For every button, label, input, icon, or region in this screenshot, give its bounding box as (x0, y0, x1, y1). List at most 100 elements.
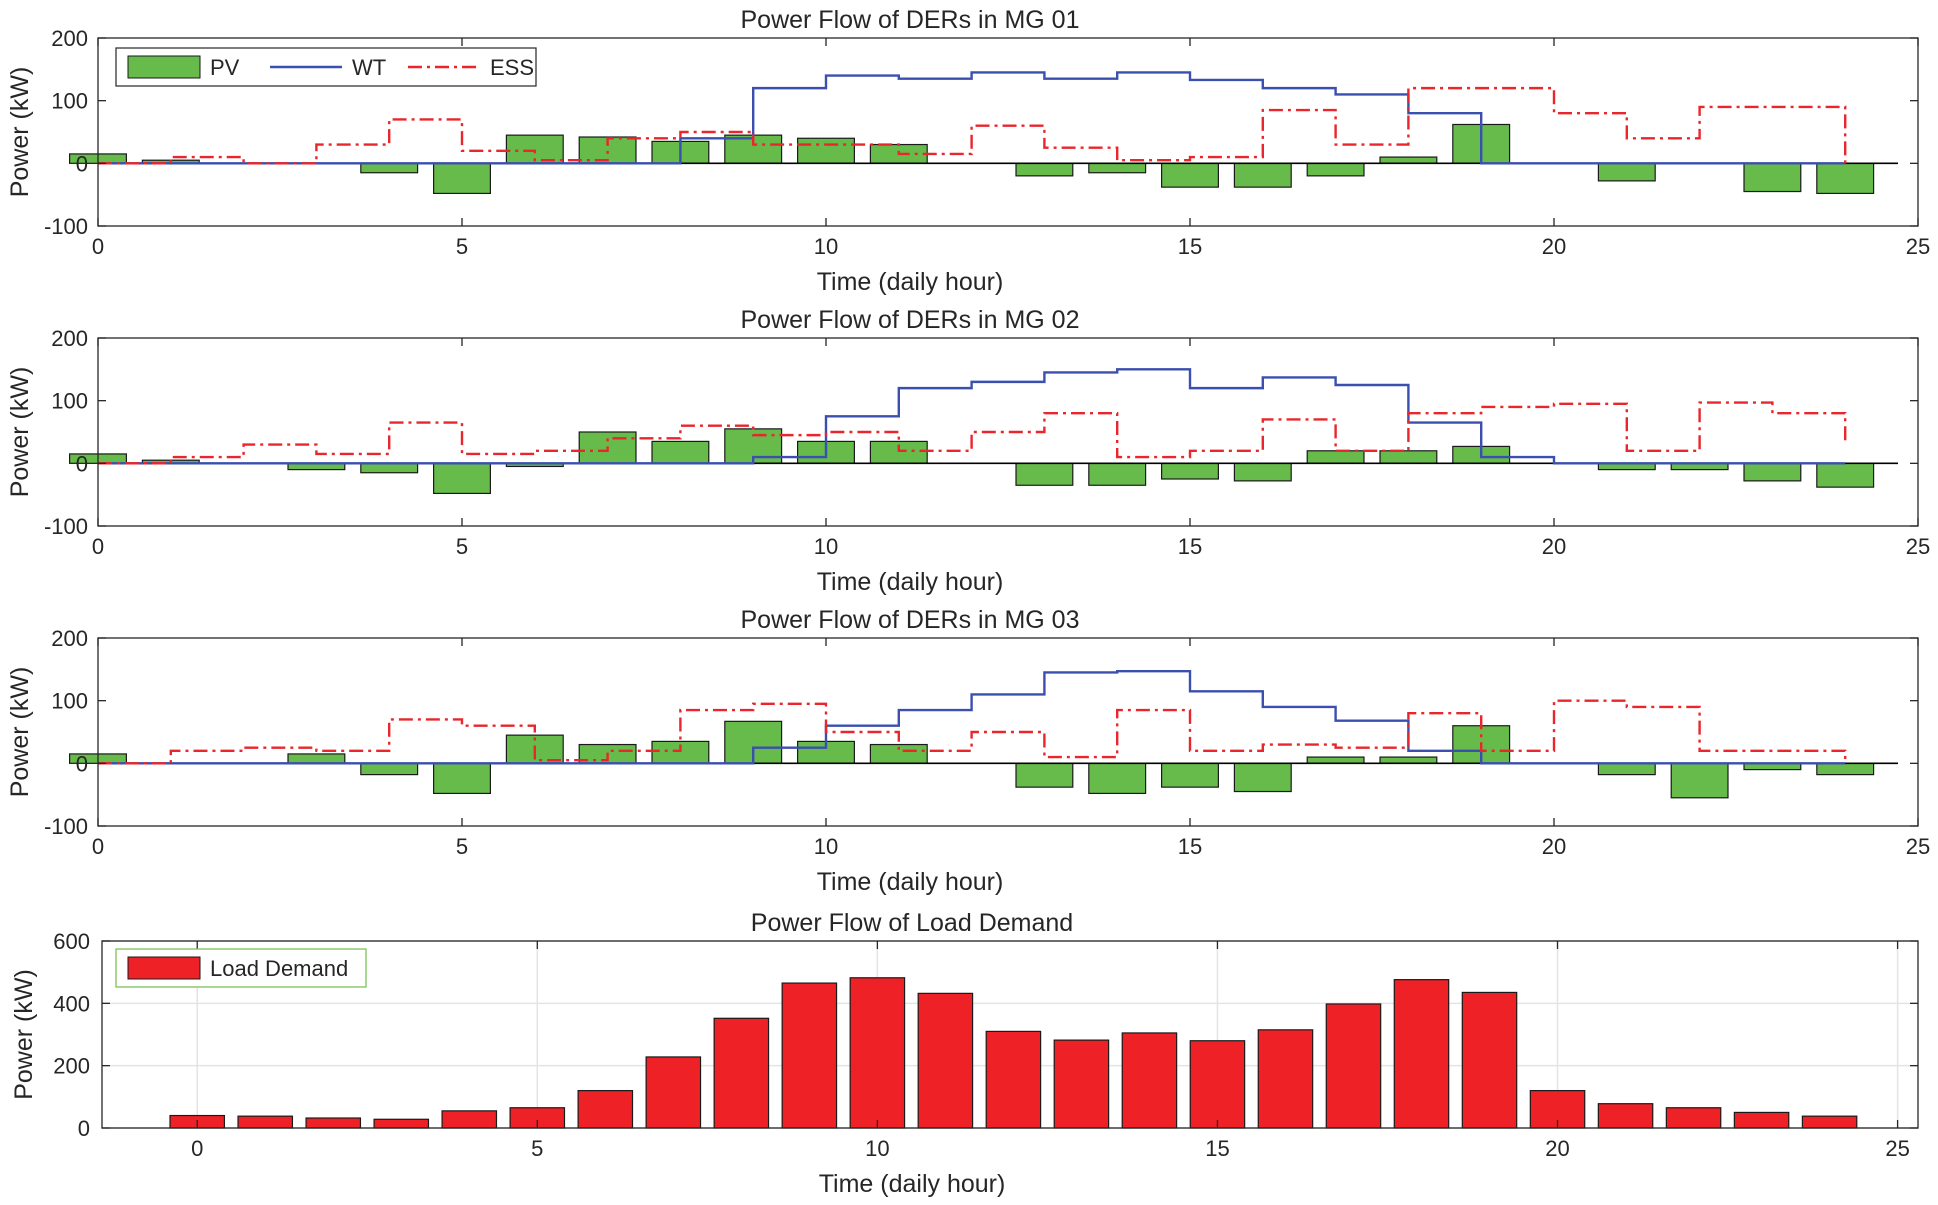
bar-pv-8 (651, 440, 710, 464)
bar-load-demand-22 (1665, 1107, 1722, 1129)
y-tick-label: 200 (51, 326, 88, 351)
bar-pv-14 (1088, 762, 1147, 795)
bar-pv-4 (360, 162, 419, 174)
bar-load-demand-23 (1733, 1111, 1790, 1129)
bar-pv-5 (433, 762, 491, 795)
bar-load-demand-24 (1801, 1115, 1858, 1129)
x-tick-label: 0 (92, 534, 104, 559)
series-line-wt (98, 71, 1846, 165)
legend-label-load-demand: Load Demand (210, 956, 348, 981)
plot-area (98, 338, 1918, 526)
x-tick-label: 15 (1178, 534, 1202, 559)
legend: Load Demand (115, 948, 367, 988)
y-axis-label: Power (kW) (6, 67, 34, 198)
bar-pv-15 (1161, 162, 1219, 188)
bar-pv-10 (797, 137, 855, 164)
bar-pv-23 (1743, 462, 1802, 482)
bar-pv-18 (1379, 450, 1438, 464)
bar-load-demand-18 (1393, 979, 1450, 1129)
series-line-wt (98, 670, 1846, 765)
x-tick-label: 10 (865, 1136, 889, 1161)
x-tick-label: 20 (1542, 234, 1566, 259)
bar-load-demand-12 (985, 1030, 1042, 1129)
bar-pv-16 (1233, 462, 1292, 482)
bar-pv-5 (433, 462, 491, 495)
x-tick-label: 10 (814, 234, 838, 259)
axes-frame (97, 337, 1919, 527)
bar-load-demand-1 (237, 1115, 294, 1129)
bar-pv-24 (1816, 462, 1875, 488)
bar-load-demand-15 (1189, 1040, 1246, 1129)
series-line-ess (98, 699, 1847, 765)
series-line-ess (98, 86, 1847, 165)
y-tick-label: -100 (44, 514, 88, 539)
bar-pv-13 (1015, 462, 1074, 486)
bar-pv-4 (360, 762, 419, 776)
x-tick-label: 0 (92, 834, 104, 859)
bar-load-demand-21 (1597, 1103, 1654, 1129)
bar-load-demand-10 (849, 977, 906, 1129)
legend-swatch-load-demand (127, 956, 201, 980)
x-tick-label: 15 (1178, 234, 1202, 259)
y-axis-label: Power (kW) (10, 969, 38, 1100)
x-axis-label: Time (daily hour) (817, 568, 1004, 596)
legend-label-ess: ESS (490, 55, 534, 80)
series-line-ess (98, 401, 1847, 465)
chart-title: Power Flow of DERs in MG 01 (741, 6, 1080, 34)
legend-label-wt: WT (352, 55, 386, 80)
bar-pv-13 (1015, 762, 1074, 788)
bar-pv-17 (1306, 450, 1365, 464)
bar-pv-24 (1816, 162, 1875, 195)
bar-load-demand-2 (305, 1117, 362, 1129)
bar-load-demand-16 (1257, 1029, 1314, 1129)
bar-load-demand-17 (1325, 1003, 1382, 1129)
y-tick-label: 600 (53, 929, 90, 954)
bar-pv-21 (1597, 762, 1656, 776)
x-tick-label: 5 (456, 534, 468, 559)
y-tick-label: 200 (51, 26, 88, 51)
x-tick-label: 20 (1542, 534, 1566, 559)
chart-title: Power Flow of DERs in MG 03 (741, 606, 1080, 634)
bar-load-demand-19 (1461, 991, 1518, 1129)
legend-swatch-pv (127, 55, 201, 79)
bar-load-demand-11 (917, 992, 974, 1129)
y-tick-label: -100 (44, 214, 88, 239)
bar-pv-13 (1015, 162, 1074, 177)
x-tick-label: 15 (1205, 1136, 1229, 1161)
axes-frame (97, 637, 1919, 827)
bar-pv-21 (1597, 162, 1656, 182)
y-tick-label: 100 (51, 389, 88, 414)
x-tick-label: 25 (1906, 534, 1930, 559)
chart-title: Power Flow of DERs in MG 02 (741, 306, 1080, 334)
y-tick-label: 100 (51, 689, 88, 714)
x-tick-label: 25 (1906, 834, 1930, 859)
bar-pv-14 (1088, 162, 1147, 174)
x-tick-label: 15 (1178, 834, 1202, 859)
bar-load-demand-3 (373, 1118, 430, 1129)
chart-title: Power Flow of Load Demand (751, 909, 1073, 937)
y-tick-label: 200 (51, 626, 88, 651)
bar-load-demand-6 (577, 1089, 634, 1129)
y-tick-label: 0 (78, 1116, 90, 1141)
bar-pv-18 (1379, 156, 1438, 164)
subplot-4: 0 5 10 15 20 25 0 200 400 600 Power Flow of Load D… (10, 909, 1919, 1198)
bar-pv-17 (1306, 162, 1365, 177)
bar-load-demand-9 (781, 982, 838, 1129)
x-tick-label: 5 (531, 1136, 543, 1161)
x-tick-label: 10 (814, 534, 838, 559)
bar-pv-16 (1233, 762, 1292, 793)
y-tick-label: -100 (44, 814, 88, 839)
bar-pv-15 (1161, 762, 1219, 788)
x-tick-label: 0 (191, 1136, 203, 1161)
bar-pv-23 (1743, 162, 1802, 193)
bar-load-demand-8 (713, 1017, 770, 1129)
x-axis-label: Time (daily hour) (819, 1170, 1006, 1198)
plot-area (98, 638, 1918, 826)
bar-pv-18 (1379, 756, 1438, 764)
bar-pv-16 (1233, 162, 1292, 188)
x-tick-label: 25 (1885, 1136, 1909, 1161)
x-tick-label: 5 (456, 834, 468, 859)
